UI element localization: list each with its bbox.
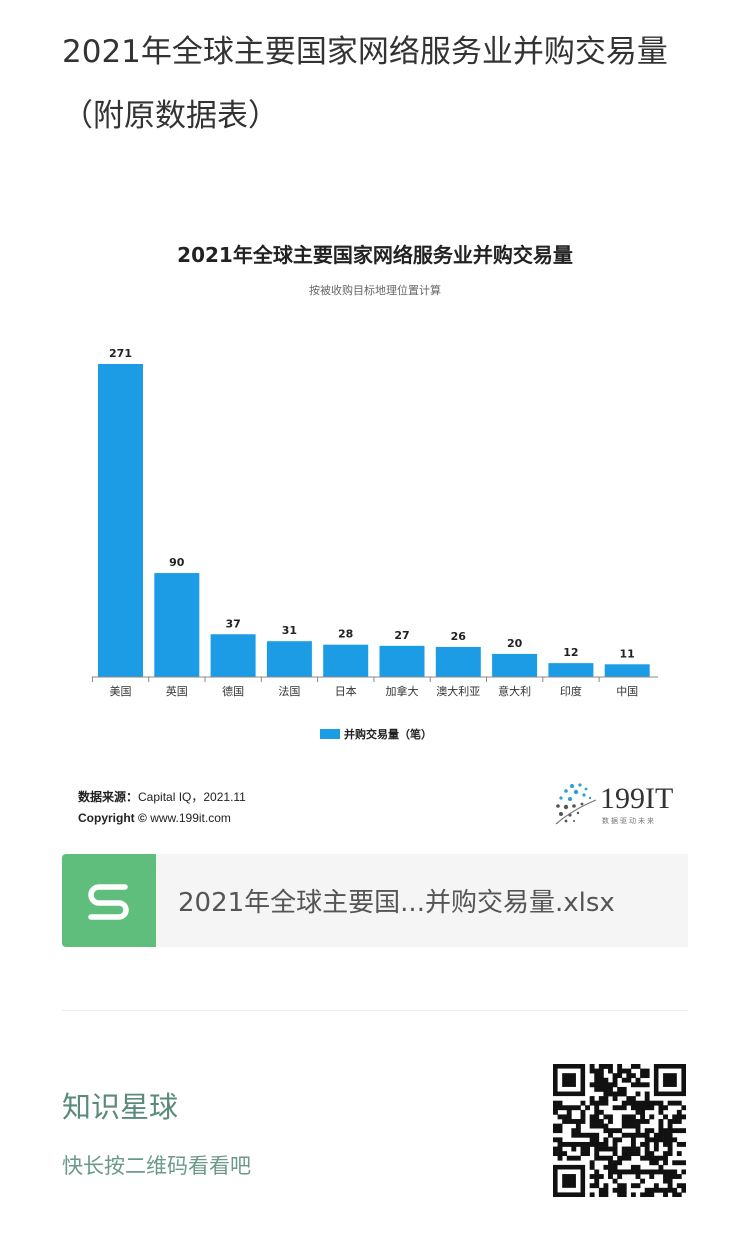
bar-chart: 2021年全球主要国家网络服务业并购交易量 按被收购目标地理位置计算 271 美国… [91,243,658,741]
bar-印度 [548,663,594,677]
data-label: 27 [394,629,409,642]
x-tick-label: 印度 [560,684,582,698]
data-label: 28 [338,628,353,641]
qr-code[interactable] [553,1064,687,1198]
bar-澳大利亚 [435,646,481,677]
data-label: 12 [563,646,578,659]
x-tick-label: 意大利 [498,684,531,698]
source-label: 数据来源： [78,790,139,804]
copyright-url: www.199it.com [150,811,231,825]
promo-subtitle: 快长按二维码看看吧 [62,1154,251,1178]
chart-subtitle: 按被收购目标地理位置计算 [309,283,441,297]
bar-中国 [604,664,650,677]
bar-日本 [323,644,369,677]
data-label: 20 [507,637,523,650]
x-tick-label: 日本 [335,684,357,698]
source-block: 数据来源：Capital IQ，2021.11 Copyright © www.… [78,787,246,829]
x-tick-label: 德国 [222,684,244,698]
data-label: 37 [225,617,240,630]
bar-英国 [154,573,200,677]
bar-加拿大 [379,645,425,677]
x-tick-label: 加拿大 [386,684,419,698]
logo-dots-icon [555,783,597,825]
page-title: 2021年全球主要国家网络服务业并购交易量（附原数据表） [62,34,668,134]
attachment-file-card[interactable]: 2021年全球主要国...并购交易量.xlsx [62,854,688,947]
divider [62,1010,688,1011]
bar-美国 [98,364,143,677]
x-tick-label: 法国 [278,684,300,698]
legend-swatch [320,729,340,739]
promo-title: 知识星球 [62,1090,179,1124]
logo-text: 199IT [600,782,674,815]
x-tick-label: 英国 [166,684,188,698]
data-label: 271 [109,347,132,360]
x-tick-label: 澳大利亚 [436,684,480,698]
chart-title: 2021年全球主要国家网络服务业并购交易量 [177,243,573,267]
bar-法国 [266,641,312,677]
copyright-label: Copyright © [78,811,147,825]
legend-label: 并购交易量（笔） [344,727,432,741]
source-text: Capital IQ，2021.11 [138,790,246,804]
data-label: 31 [282,624,297,637]
x-tick-label: 中国 [616,685,638,698]
199it-logo: 199IT 数据驱动未来 [552,780,682,830]
logo-tagline: 数据驱动未来 [602,817,656,825]
chart-image: 2021年全球主要国家网络服务业并购交易量 按被收购目标地理位置计算 271 美国… [62,222,688,842]
bar-德国 [210,634,256,677]
spreadsheet-s-icon [62,854,156,947]
data-label: 26 [451,630,467,643]
data-label: 90 [169,556,185,569]
data-label: 11 [620,647,635,660]
bar-意大利 [492,653,538,677]
x-tick-label: 美国 [110,685,132,698]
file-name: 2021年全球主要国...并购交易量.xlsx [178,888,615,918]
